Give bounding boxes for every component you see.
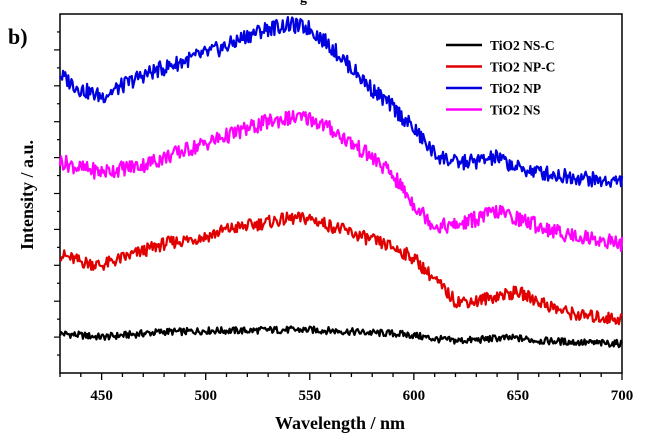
cropped-title-fragment: g [300, 0, 307, 7]
y-axis-label: Intensity / a.u. [17, 140, 37, 250]
y-axis [54, 31, 60, 356]
series-line-0 [58, 325, 623, 349]
x-tick-label: 600 [403, 388, 426, 404]
series-line-2 [59, 16, 624, 188]
series-line-1 [59, 211, 623, 326]
x-tick-label: 450 [90, 388, 113, 404]
series-line-3 [58, 110, 624, 253]
x-tick-label: 500 [194, 388, 217, 404]
legend-entry: TiO2 NP [490, 81, 541, 96]
panel-label: b) [8, 24, 28, 49]
legend-entry: TiO2 NS [490, 103, 540, 118]
x-tick-label: 700 [611, 388, 634, 404]
x-tick-label: 650 [507, 388, 530, 404]
legend-entry: TiO2 NP-C [490, 60, 555, 75]
x-axis-label: Wavelength / nm [275, 413, 405, 433]
x-axis: 450 500 550 600 650 700 [59, 373, 634, 404]
x-tick-label: 550 [299, 388, 322, 404]
series-layer [58, 16, 624, 349]
legend: TiO2 NS-C TiO2 NP-C TiO2 NP TiO2 NS [446, 38, 555, 118]
legend-entry: TiO2 NS-C [490, 38, 555, 53]
